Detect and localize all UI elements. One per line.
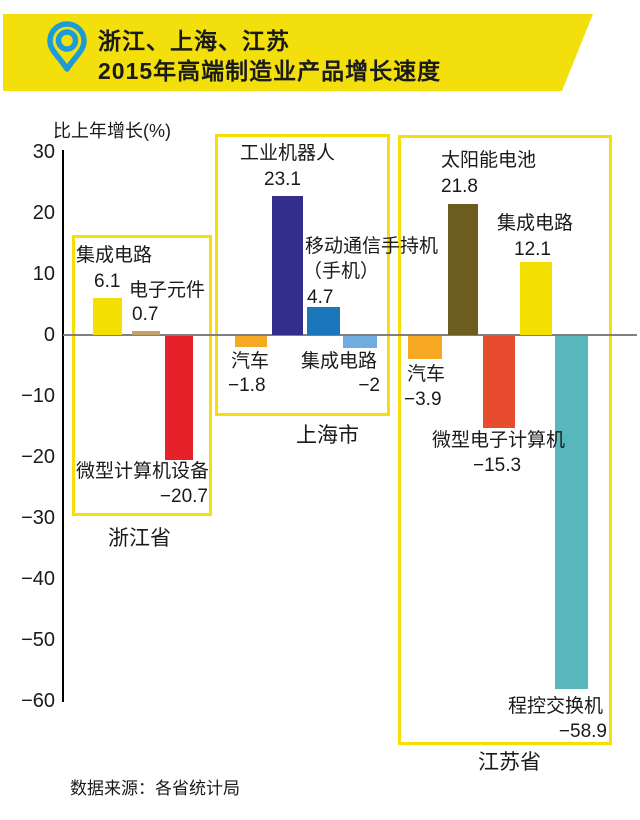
group-box-jiangsu <box>398 135 612 745</box>
bar-shanghai-automobile <box>235 336 267 347</box>
bar-value: 23.1 <box>264 169 301 190</box>
chart-title-line1: 浙江、上海、江苏 <box>98 28 290 54</box>
bar-jiangsu-program-switch <box>555 336 588 690</box>
bar-value: −20.7 <box>159 486 208 507</box>
group-box-zhejiang <box>72 235 212 516</box>
y-axis <box>62 150 64 702</box>
bar-zhejiang-microcomputer-equipment <box>165 336 193 461</box>
bar-label: 汽车 <box>407 364 446 385</box>
bar-value: 4.7 <box>307 287 334 308</box>
location-pin-icon <box>45 19 89 77</box>
bar-label: 微型电子计算机 <box>432 430 566 451</box>
bar-jiangsu-solar-cell <box>448 204 478 335</box>
header-banner: 浙江、上海、江苏 2015年高端制造业产品增长速度 <box>3 14 593 91</box>
bar-value: 12.1 <box>514 239 551 260</box>
bar-value: −2 <box>358 375 380 396</box>
bar-value: 6.1 <box>94 271 121 292</box>
y-axis-label: 比上年增长(%) <box>53 121 171 141</box>
bar-shanghai-industrial-robot <box>272 196 303 335</box>
group-label-jiangsu: 江苏省 <box>478 751 541 774</box>
bar-value: −3.9 <box>404 389 442 410</box>
bar-zhejiang-integrated-circuit <box>93 298 122 335</box>
tick-label-30: 30 <box>32 141 55 163</box>
tick-label-neg50: −50 <box>21 629 55 651</box>
bar-label: 集成电路 <box>497 213 574 234</box>
bar-label: 微型计算机设备 <box>76 461 210 482</box>
bar-label: 程控交换机 <box>508 696 604 717</box>
tick-label-neg40: −40 <box>21 568 55 590</box>
group-label-shanghai: 上海市 <box>296 424 359 447</box>
bar-value: 0.7 <box>132 304 159 325</box>
bar-label: （手机） <box>303 261 380 282</box>
bar-label: 太阳能电池 <box>441 150 537 171</box>
tick-label-neg10: −10 <box>21 385 55 407</box>
data-source: 数据来源：各省统计局 <box>70 779 240 798</box>
tick-label-neg30: −30 <box>21 507 55 529</box>
tick-label-neg60: −60 <box>21 690 55 712</box>
bar-jiangsu-integrated-circuit <box>520 262 552 335</box>
zero-baseline <box>63 334 637 336</box>
bar-value: −58.9 <box>558 721 607 742</box>
group-label-zhejiang: 浙江省 <box>108 527 171 550</box>
tick-label-20: 20 <box>32 202 55 224</box>
bar-label: 集成电路 <box>301 351 378 372</box>
tick-label-neg20: −20 <box>21 446 55 468</box>
bar-shanghai-mobile-handset <box>307 306 340 335</box>
bar-label: 汽车 <box>231 351 270 372</box>
tick-label-0: 0 <box>43 324 55 346</box>
bar-value: 21.8 <box>441 176 478 197</box>
tick-label-10: 10 <box>32 263 55 285</box>
bar-label: 工业机器人 <box>240 143 336 164</box>
group-box-shanghai <box>215 134 390 416</box>
bar-jiangsu-micro-computer <box>483 336 515 428</box>
bar-zhejiang-electronic-components <box>132 330 160 335</box>
bar-value: −15.3 <box>473 455 522 476</box>
bar-label: 集成电路 <box>76 245 153 266</box>
bar-value: −1.8 <box>228 375 266 396</box>
chart-title-line2: 2015年高端制造业产品增长速度 <box>98 58 442 84</box>
bar-label: 移动通信手持机 <box>305 236 439 257</box>
bar-jiangsu-automobile <box>408 336 442 360</box>
bar-shanghai-integrated-circuit <box>343 336 377 348</box>
bar-label: 电子元件 <box>129 280 206 301</box>
